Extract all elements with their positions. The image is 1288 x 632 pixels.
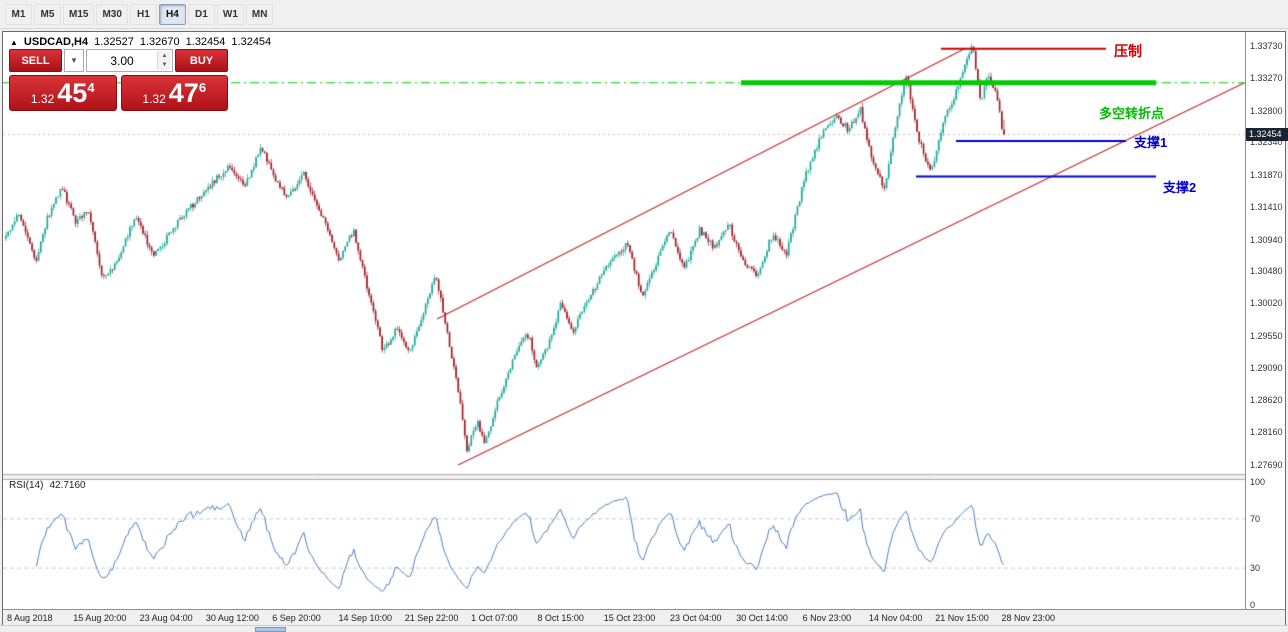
time-axis-label: 1 Oct 07:00 — [471, 613, 518, 623]
chart-ohlc-header: ▲ USDCAD,H4 1.32527 1.32670 1.32454 1.32… — [10, 36, 271, 48]
time-axis-label: 30 Aug 12:00 — [205, 613, 259, 623]
timeframe-button-m5[interactable]: M5 — [34, 3, 61, 25]
chart-window: ▲ USDCAD,H4 1.32527 1.32670 1.32454 1.32… — [2, 31, 1288, 626]
timeframe-button-m15[interactable]: M15 — [63, 3, 95, 25]
price-axis-label: 1.33270 — [1250, 72, 1283, 83]
chevron-down-icon: ▼ — [70, 56, 78, 65]
time-axis-label: 14 Sep 10:00 — [338, 613, 393, 623]
sell-price-display[interactable]: 1.32 45 4 — [9, 75, 117, 111]
price-axis-label: 1.31410 — [1250, 201, 1283, 212]
support1-label: 支撑1 — [1134, 135, 1168, 150]
one-click-trading-panel: SELL ▼ 3.00 ▲ ▼ BUY 1.32 45 4 1 — [9, 49, 228, 111]
time-axis-label: 23 Aug 04:00 — [139, 613, 193, 623]
rsi-value: 42.7160 — [49, 480, 86, 491]
buy-button[interactable]: BUY — [175, 49, 228, 72]
timeframe-button-h4[interactable]: H4 — [158, 3, 186, 25]
ohlc-high: 1.32670 — [139, 36, 180, 48]
lot-decrease-button[interactable]: ▼ — [158, 60, 171, 70]
rsi-name: RSI(14) — [9, 480, 44, 491]
time-axis-label: 8 Aug 2018 — [7, 613, 53, 623]
buy-price-big: 47 — [168, 78, 199, 108]
timeframe-toolbar: M1 M5 M15 M30 H1 H4 D1 W1 MN — [0, 0, 1288, 29]
buy-price-pip: 6 — [198, 80, 207, 95]
price-axis-label: 1.33730 — [1250, 41, 1283, 51]
resistance-label: 压制 — [1114, 43, 1142, 59]
price-scale-divider — [1245, 32, 1246, 609]
timeframe-button-m30[interactable]: M30 — [96, 3, 128, 25]
timeframe-button-m1[interactable]: M1 — [5, 3, 32, 25]
price-axis-label: 1.30020 — [1250, 298, 1283, 309]
price-axis-label: 1.28160 — [1250, 427, 1283, 438]
time-axis-label: 23 Oct 04:00 — [670, 613, 722, 623]
time-axis-label: 15 Oct 23:00 — [603, 613, 656, 623]
buy-price-display[interactable]: 1.32 47 6 — [120, 75, 228, 111]
sell-button[interactable]: SELL — [9, 49, 62, 72]
time-axis-label: 30 Oct 14:00 — [736, 613, 788, 623]
price-axis-label: 1.27690 — [1250, 460, 1283, 470]
time-axis-label: 8 Oct 15:00 — [537, 613, 584, 623]
lot-size-value: 3.00 — [110, 53, 134, 68]
time-axis-label: 28 Nov 23:00 — [1001, 613, 1056, 623]
time-axis[interactable]: 8 Aug 2018 15 Aug 20:00 23 Aug 04:00 30 Aug… — [3, 610, 1285, 626]
price-axis-label: 1.31870 — [1250, 170, 1283, 181]
price-axis-label: 1.29550 — [1250, 330, 1283, 341]
time-axis-label: 21 Sep 22:00 — [404, 613, 459, 623]
pivot-label: 多空转折点 — [1099, 106, 1165, 121]
chart-canvas[interactable] — [3, 34, 1245, 608]
chart-symbol: USDCAD,H4 — [23, 36, 89, 48]
lot-spinner: ▲ ▼ — [157, 51, 171, 70]
timeframe-button-h1[interactable]: H1 — [129, 3, 157, 25]
horizontal-scrollbar[interactable] — [0, 625, 1288, 632]
buy-price-prefix: 1.32 — [142, 92, 166, 106]
sell-price-big: 45 — [57, 78, 88, 108]
rsi-axis-label: 100 — [1250, 477, 1266, 487]
time-axis-divider — [3, 609, 1285, 610]
time-axis-label: 21 Nov 15:00 — [935, 613, 989, 623]
ohlc-low: 1.32454 — [185, 36, 226, 48]
lot-increase-button[interactable]: ▲ — [158, 51, 171, 61]
scrollbar-thumb[interactable] — [255, 627, 286, 632]
time-axis-label: 15 Aug 20:00 — [73, 613, 127, 623]
ohlc-open: 1.32527 — [94, 36, 134, 48]
price-axis[interactable]: 1.33730 1.33270 1.32800 1.32340 1.31870 1.314… — [1246, 32, 1287, 610]
sell-price-prefix: 1.32 — [30, 92, 55, 106]
timeframe-button-d1[interactable]: D1 — [187, 3, 215, 25]
lot-size-field[interactable]: 3.00 ▲ ▼ — [86, 49, 173, 72]
price-axis-label: 1.32340 — [1250, 137, 1283, 148]
time-axis-label: 6 Nov 23:00 — [802, 613, 852, 623]
rsi-axis-label: 30 — [1250, 563, 1261, 574]
sell-price-pip: 4 — [87, 80, 95, 95]
time-axis-label: 14 Nov 04:00 — [868, 613, 923, 623]
price-axis-label: 1.28620 — [1250, 395, 1283, 406]
price-axis-label: 1.32800 — [1250, 105, 1283, 116]
order-options-dropdown[interactable]: ▼ — [64, 49, 84, 72]
ohlc-close: 1.32454 — [231, 36, 272, 48]
rsi-axis-label: 70 — [1250, 513, 1261, 524]
rsi-indicator-label: RSI(14) 42.7160 — [9, 480, 86, 491]
price-axis-label: 1.30940 — [1250, 234, 1283, 245]
price-axis-label: 1.30480 — [1250, 266, 1283, 277]
rsi-axis-label: 0 — [1250, 600, 1256, 610]
direction-up-icon: ▲ — [10, 38, 18, 47]
time-axis-label: 6 Sep 20:00 — [272, 613, 321, 623]
timeframe-button-mn[interactable]: MN — [245, 3, 274, 25]
price-axis-label: 1.29090 — [1250, 362, 1283, 373]
support2-label: 支撑2 — [1163, 180, 1197, 195]
current-price-badge: 1.32454 — [1246, 127, 1288, 141]
timeframe-button-w1[interactable]: W1 — [216, 3, 244, 25]
